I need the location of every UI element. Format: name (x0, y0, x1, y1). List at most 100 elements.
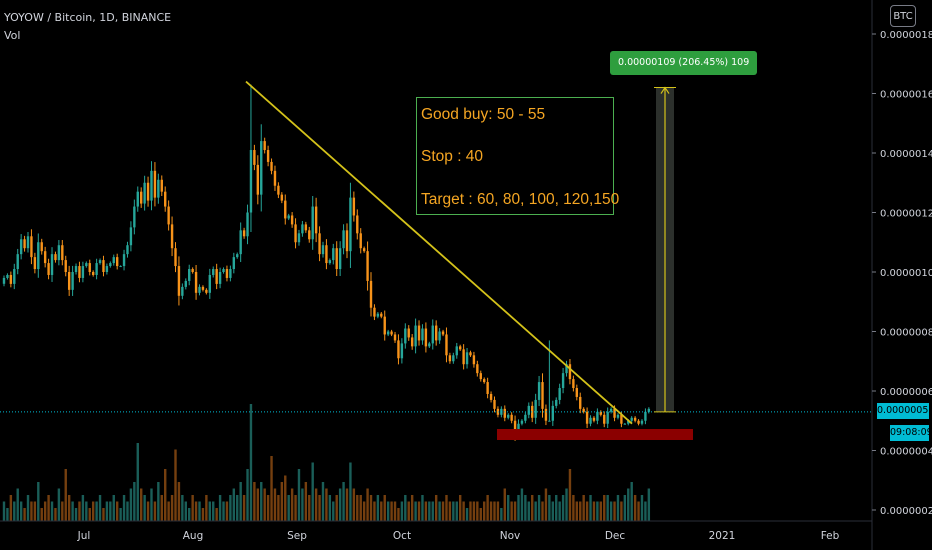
volume-bar (465, 508, 469, 521)
volume-bar (198, 501, 201, 521)
volume-bar (43, 501, 47, 521)
candle-body (129, 227, 133, 246)
candle-body (119, 266, 122, 268)
time-tick-label: Oct (393, 530, 411, 542)
volume-bar (88, 508, 91, 521)
drawings (0, 80, 872, 440)
volume-bar (345, 488, 349, 521)
candle-body (74, 266, 78, 272)
trade-annotation: Good buy: 50 - 55 Stop : 40 Target : 60,… (416, 97, 619, 215)
volume-bar (561, 495, 565, 521)
volume-bar (249, 404, 253, 521)
volume-bar (71, 501, 74, 521)
candle-body (424, 328, 428, 347)
price-tick-label: 0.00000020 (880, 506, 932, 517)
candle-body (174, 248, 177, 267)
volume-bar (119, 508, 122, 521)
candle-body (328, 260, 332, 264)
volume-bar (184, 501, 187, 521)
volume-bar (222, 501, 225, 521)
candle-body (239, 230, 242, 255)
candle-body (630, 417, 633, 421)
volume-bar (167, 501, 170, 521)
volume-bar (386, 501, 390, 521)
volume-bar (122, 495, 126, 521)
candle-body (393, 334, 397, 341)
candle-body (366, 251, 369, 281)
volume-bar (37, 482, 40, 521)
volume-bar (493, 501, 496, 521)
volume-bar (462, 501, 465, 521)
price-axis-bg (872, 0, 932, 550)
volume-bar (146, 501, 150, 521)
candle-body (122, 254, 126, 267)
candle-body (54, 254, 57, 261)
candle-body (325, 245, 328, 264)
candle-body (599, 411, 603, 415)
candle-body (304, 224, 308, 231)
volume-bar (170, 495, 174, 521)
volume-bar (630, 482, 633, 521)
volume-bar (191, 495, 194, 521)
candle-body (13, 269, 16, 284)
candle-body (483, 379, 486, 383)
volume-bar (599, 501, 603, 521)
candle-body (438, 331, 441, 341)
candle-body (61, 245, 64, 261)
candle-body (16, 254, 19, 270)
volume-bar (627, 488, 630, 521)
volume-bar (445, 495, 448, 521)
candle-body (469, 352, 472, 356)
volume-bar (575, 501, 579, 521)
volume-bar (304, 482, 308, 521)
volume-bar (242, 495, 246, 521)
volume-bar (30, 501, 33, 521)
volume-bar (215, 508, 218, 521)
volume-bar (181, 495, 184, 521)
volume-bar (273, 488, 277, 521)
candle-body (606, 411, 609, 424)
candle-body (311, 206, 314, 240)
volume-bar (551, 501, 554, 521)
candle-body (236, 254, 239, 258)
candle-body (414, 325, 417, 347)
candle-body (277, 185, 280, 195)
volume-bar (6, 508, 9, 521)
candle-body (575, 388, 579, 397)
candle-body (555, 399, 558, 406)
candle-body (229, 269, 232, 278)
candle-body (637, 420, 640, 424)
candle-body (362, 248, 366, 252)
candle-body (434, 325, 438, 341)
candle-body (479, 373, 482, 380)
time-tick-label: Feb (821, 530, 840, 542)
volume-bar (153, 501, 157, 521)
volume-bar (555, 495, 558, 521)
volume-bar (613, 501, 616, 521)
candle-body (50, 254, 54, 275)
candle-body (356, 215, 359, 234)
volume-bar (33, 501, 37, 521)
volume-bar (239, 482, 242, 521)
volume-bar (112, 495, 115, 521)
candle-body (253, 150, 256, 165)
candle-body (503, 408, 506, 418)
volume-bar (177, 482, 181, 521)
volume-bar (448, 501, 452, 521)
candle-body (589, 417, 592, 424)
volume-bar (212, 501, 215, 521)
volume-bar (318, 495, 321, 521)
volume-bar (455, 501, 458, 521)
currency-button[interactable]: BTC (890, 5, 916, 27)
candle-body (146, 182, 150, 201)
volume-bar (54, 508, 57, 521)
volume-bar (476, 501, 479, 521)
volume-bar (452, 501, 455, 521)
time-tick-label: Dec (605, 530, 626, 542)
candle-body (359, 233, 362, 249)
volume-bar (513, 501, 517, 521)
volume-bar (9, 495, 13, 521)
